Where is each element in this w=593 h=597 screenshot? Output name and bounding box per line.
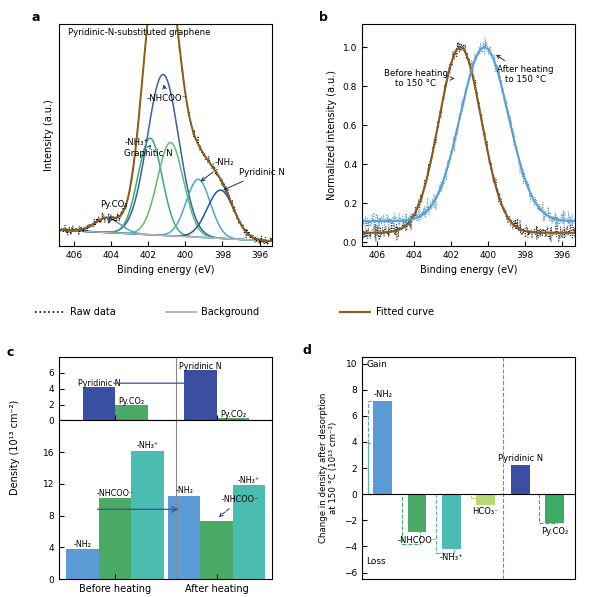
Text: Pyridinic N: Pyridinic N <box>224 168 285 190</box>
Bar <box>168 496 200 579</box>
Text: Py.CO₂: Py.CO₂ <box>100 201 128 223</box>
Bar <box>233 485 266 579</box>
Bar <box>407 494 426 532</box>
Text: -NH₂: -NH₂ <box>175 487 193 496</box>
Text: After heating
to 150 °C: After heating to 150 °C <box>497 56 553 84</box>
Bar <box>200 521 233 579</box>
Text: -NH₂: -NH₂ <box>373 390 392 399</box>
Text: Py.CO₂: Py.CO₂ <box>119 398 145 407</box>
Bar <box>476 494 495 504</box>
Bar <box>82 387 115 420</box>
Text: -NHCOO⁻: -NHCOO⁻ <box>397 536 436 545</box>
Text: Raw data: Raw data <box>70 307 116 317</box>
Text: -NHCOO⁻: -NHCOO⁻ <box>97 489 134 498</box>
Bar <box>132 451 164 579</box>
Text: Gain: Gain <box>366 361 387 370</box>
Text: -NH₃⁺: -NH₃⁺ <box>238 476 260 485</box>
Text: Py.CO₂: Py.CO₂ <box>220 410 246 419</box>
Bar <box>99 498 132 579</box>
Bar <box>545 494 564 523</box>
Bar <box>216 418 249 420</box>
Bar <box>115 405 148 420</box>
Text: Pyridinic N: Pyridinic N <box>498 454 543 463</box>
Bar <box>442 494 461 549</box>
Text: -NH₂: -NH₂ <box>74 540 91 549</box>
Bar <box>373 401 392 494</box>
Y-axis label: Normalized intensity (a.u.): Normalized intensity (a.u.) <box>327 70 337 200</box>
X-axis label: Binding energy (eV): Binding energy (eV) <box>117 266 215 275</box>
Text: Pyridinic N: Pyridinic N <box>179 362 222 371</box>
Y-axis label: Intensity (a.u.): Intensity (a.u.) <box>44 99 54 171</box>
Bar <box>66 549 99 579</box>
Text: c: c <box>6 346 14 359</box>
Text: Before heating
to 150 °C: Before heating to 150 °C <box>384 69 454 88</box>
Text: Background: Background <box>201 307 259 317</box>
Text: -NH₃⁺: -NH₃⁺ <box>136 441 159 450</box>
Text: Py.CO₂: Py.CO₂ <box>541 527 568 536</box>
Text: Density (10¹³ cm⁻²): Density (10¹³ cm⁻²) <box>10 400 20 496</box>
Text: Loss: Loss <box>366 557 386 566</box>
Text: Pyridinic N: Pyridinic N <box>78 379 120 388</box>
Text: -NH₃⁺: -NH₃⁺ <box>439 553 463 562</box>
X-axis label: Binding energy (eV): Binding energy (eV) <box>420 266 517 275</box>
Y-axis label: Change in density after desorption
at 150 °C (10¹³ cm⁻²): Change in density after desorption at 15… <box>319 393 339 543</box>
Text: -NH₂: -NH₂ <box>202 158 235 181</box>
Text: d: d <box>302 344 311 356</box>
Bar <box>184 370 216 420</box>
Text: HCO₃⁻: HCO₃⁻ <box>473 507 499 516</box>
Text: Pyridinic-N-substituted graphene: Pyridinic-N-substituted graphene <box>68 28 211 38</box>
Text: a: a <box>31 11 40 23</box>
Text: b: b <box>320 11 329 23</box>
Text: -NH₃⁺
Graphitic N: -NH₃⁺ Graphitic N <box>124 139 173 158</box>
Text: -NHCOO⁻: -NHCOO⁻ <box>146 85 187 103</box>
Text: -NHCOO⁻: -NHCOO⁻ <box>219 495 259 516</box>
Text: Fitted curve: Fitted curve <box>375 307 433 317</box>
Bar <box>511 466 530 494</box>
